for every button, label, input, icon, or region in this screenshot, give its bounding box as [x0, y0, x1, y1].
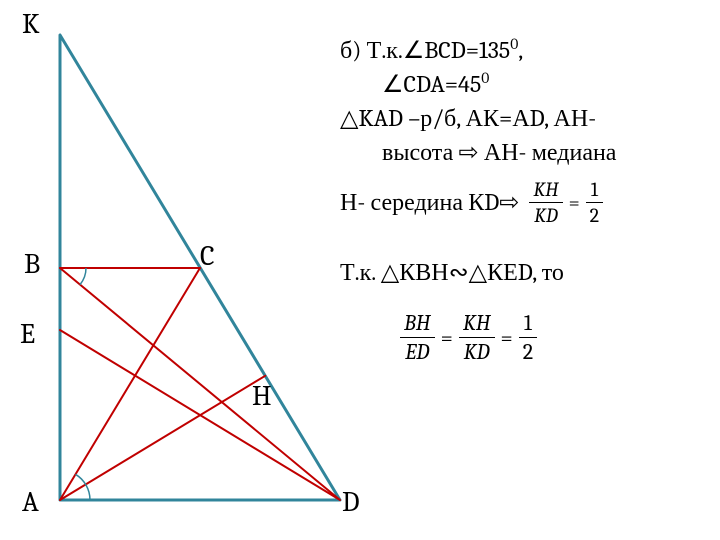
fraction-half-1: 1 2 [586, 178, 603, 227]
frac2-b-num: KH [459, 310, 495, 336]
label-a: A [22, 486, 39, 518]
frac2-a-num: BH [400, 310, 435, 336]
proof-line-1: б) Т.к.∠BCD=1350, [340, 36, 523, 65]
label-d: D [342, 486, 360, 518]
frac1-rhs-den: 2 [586, 204, 603, 227]
proof-line-6: Т.к. △КВН∾△КЕD, то [340, 258, 564, 287]
frac2-c-den: 2 [519, 339, 537, 365]
proof-line-4: высота ⇨ АН- медиана [382, 138, 616, 167]
proof-line-5: Н- середина КD⇨ KH KD = 1 2 [340, 178, 603, 227]
fraction-half-2: 1 2 [519, 310, 537, 365]
proof-line-2-sup: 0 [481, 69, 489, 87]
frac2-a-den: ED [400, 339, 435, 365]
proof-line-2: ∠CDA=450 [382, 70, 489, 98]
segment-ah [60, 376, 265, 500]
proof-line-1-text: б) Т.к.∠BCD=135 [340, 36, 510, 64]
label-k: K [22, 8, 40, 40]
fraction-kh-kd-2: KH KD [459, 310, 495, 365]
proof-line-5-text: Н- середина КD⇨ [340, 188, 519, 217]
label-c: C [200, 240, 215, 272]
label-e: E [20, 318, 35, 350]
proof-line-7: BH ED = KH KD = 1 2 [400, 310, 537, 365]
segment-ac [60, 268, 200, 500]
equals-1: = [563, 191, 586, 214]
angle-arc-b [80, 268, 86, 285]
proof-line-1-tail: , [518, 36, 523, 64]
equals-3: = [495, 325, 519, 351]
frac2-c-num: 1 [519, 310, 537, 336]
fraction-kh-kd: KH KD [529, 178, 562, 227]
fraction-bh-ed: BH ED [400, 310, 435, 365]
label-h: H [252, 380, 272, 412]
proof-line-2-text: ∠CDA=45 [382, 70, 481, 98]
segment-bd [60, 268, 340, 500]
frac1-num: KH [529, 178, 562, 201]
frac1-den: KD [529, 204, 562, 227]
frac2-b-den: KD [459, 339, 495, 365]
frac1-rhs-num: 1 [586, 178, 603, 201]
proof-line-3: △KAD –р/б, АК=АD, АН- [340, 104, 596, 133]
label-b: B [24, 248, 40, 280]
stage: K B E A C H D б) Т.к.∠BCD=1350, ∠CDA=450… [0, 0, 720, 540]
equals-2: = [435, 325, 459, 351]
